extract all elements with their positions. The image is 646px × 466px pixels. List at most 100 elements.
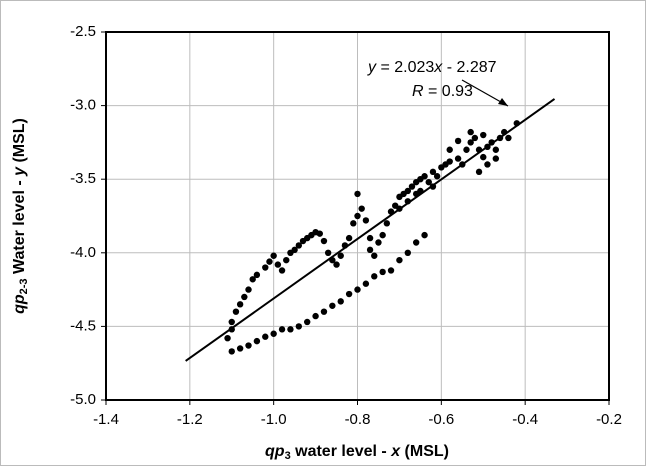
x-label-part: 3 <box>285 450 291 462</box>
x-label-part: qp <box>265 443 285 460</box>
x-tick-label: -0.2 <box>596 411 622 428</box>
point <box>475 168 483 176</box>
point <box>467 139 474 146</box>
y-label-part: qp <box>11 294 28 314</box>
point <box>379 268 386 276</box>
point <box>404 187 411 195</box>
point <box>354 212 361 220</box>
point <box>320 308 328 315</box>
point <box>362 280 370 287</box>
point <box>371 273 378 280</box>
y-tick-label: -2.5 <box>70 23 96 40</box>
point <box>262 264 269 271</box>
y-tick-label: -5.0 <box>70 391 96 408</box>
point <box>404 249 411 256</box>
point <box>270 252 277 259</box>
point <box>274 261 282 268</box>
point <box>224 334 231 342</box>
y-tick-label: -3.0 <box>70 97 96 114</box>
point <box>371 252 378 259</box>
point <box>354 190 361 198</box>
point <box>232 308 240 315</box>
equation-part: y <box>367 59 377 76</box>
x-label-part: x <box>390 443 401 460</box>
point <box>433 173 441 180</box>
y-axis-label: qp2-3 Water level - y (MSL) <box>11 118 30 314</box>
point <box>236 345 244 352</box>
x-label-part: (MSL) <box>400 443 449 460</box>
point <box>262 333 269 340</box>
point <box>425 178 432 186</box>
point <box>467 128 474 136</box>
point <box>249 276 256 283</box>
x-tick-label: -1.2 <box>177 411 203 428</box>
equation-part: x <box>433 59 443 76</box>
x-tick-label: -0.8 <box>345 411 371 428</box>
x-tick-label: -1.4 <box>93 411 119 428</box>
y-tick-label: -4.0 <box>70 244 96 261</box>
point <box>480 153 487 161</box>
point <box>228 348 235 355</box>
point <box>446 146 453 153</box>
point <box>295 242 303 249</box>
point <box>454 137 462 145</box>
point <box>283 256 290 264</box>
point <box>484 161 491 168</box>
point <box>324 249 332 256</box>
point <box>492 155 500 162</box>
point <box>408 183 416 190</box>
point <box>366 246 374 254</box>
point <box>383 220 391 227</box>
equation-part: = 2.023 <box>376 59 434 76</box>
r-value: R = 0.93 <box>412 83 473 100</box>
point <box>241 293 248 301</box>
point <box>421 231 428 239</box>
point <box>245 286 252 293</box>
point <box>316 230 323 237</box>
point <box>337 252 344 259</box>
point <box>287 326 294 333</box>
point <box>421 173 428 180</box>
r-part: = 0.93 <box>424 83 473 100</box>
point <box>253 271 261 279</box>
labels: -1.4 -1.2 -1.0 -0.8 -0.6 -0.4 -0.2 -5.0 -4.5 -4.0… <box>70 23 622 428</box>
point <box>387 267 395 274</box>
point <box>446 158 453 165</box>
point <box>333 261 340 268</box>
point <box>304 318 311 326</box>
point <box>345 234 353 242</box>
point <box>379 231 386 239</box>
point <box>463 146 470 153</box>
y-tick-label: -4.5 <box>70 317 96 334</box>
x-tick-label: -0.4 <box>512 411 538 428</box>
point <box>278 326 286 333</box>
point <box>366 234 374 242</box>
y-label-part: y <box>11 166 28 177</box>
point <box>480 131 487 139</box>
y-label-part: 2-3 <box>18 278 30 294</box>
point <box>236 301 244 308</box>
x-axis-label: qp3 water level - x (MSL) <box>265 443 449 462</box>
point <box>266 258 273 265</box>
x-tick-label: -0.6 <box>428 411 454 428</box>
point <box>278 267 286 274</box>
equation-part: - 2.287 <box>442 59 496 76</box>
point <box>329 302 336 309</box>
point <box>228 318 235 326</box>
point <box>253 337 261 345</box>
point <box>320 237 328 245</box>
point <box>471 134 479 142</box>
r-part: R <box>412 83 424 100</box>
trendline <box>185 98 556 362</box>
point <box>505 134 512 142</box>
point <box>492 146 500 153</box>
point <box>312 312 319 320</box>
y-label-part: Water level - <box>11 176 28 279</box>
point <box>345 290 353 298</box>
point <box>412 239 420 246</box>
point <box>454 155 462 162</box>
point <box>375 239 382 246</box>
point <box>337 298 344 305</box>
